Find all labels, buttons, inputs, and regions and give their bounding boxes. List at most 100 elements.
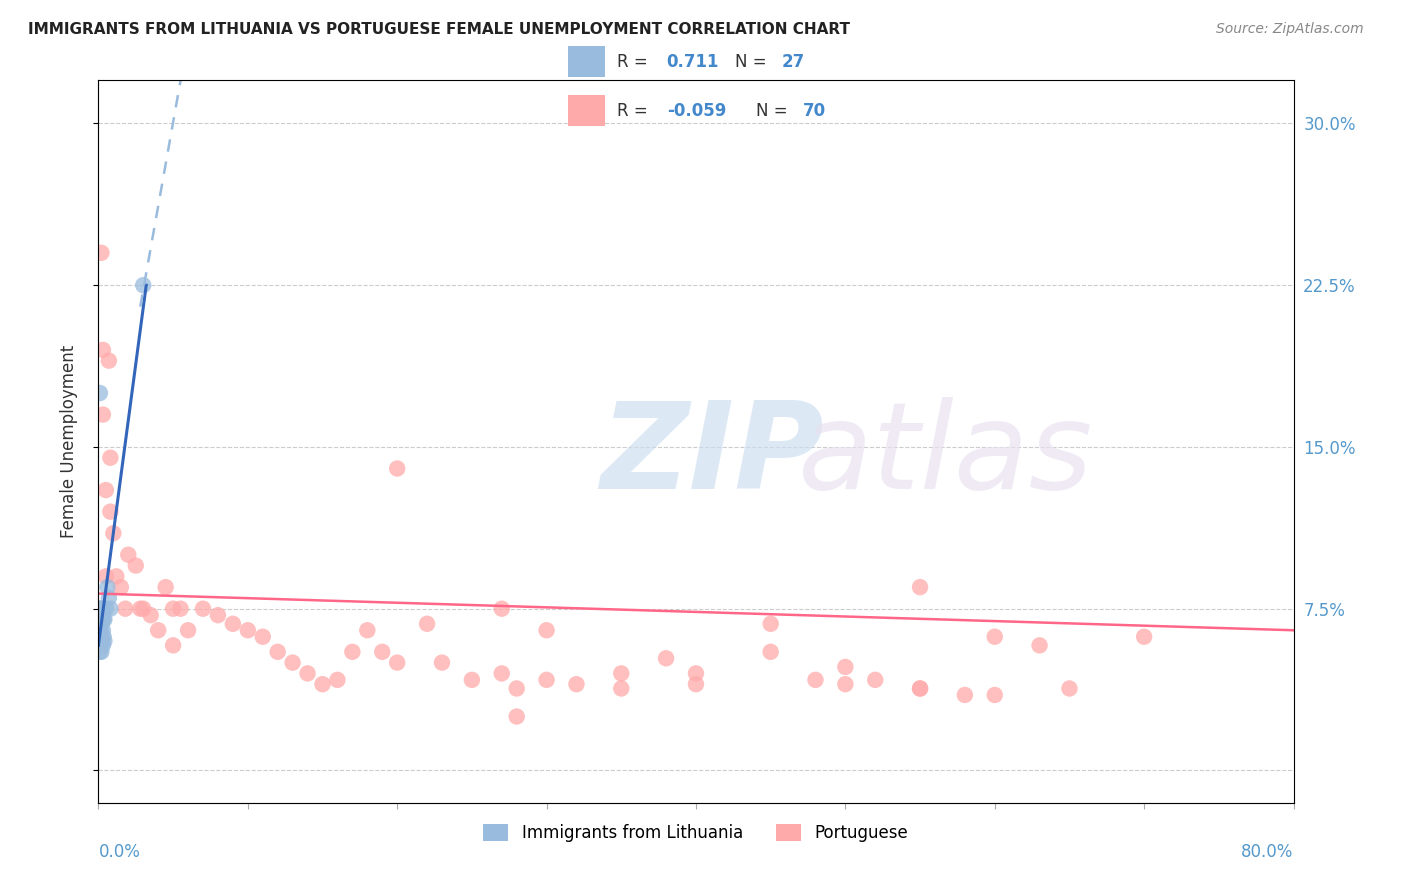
Text: N =: N = [756,102,787,120]
Point [91,601,114,615]
Point [96,580,118,594]
Point [984,688,1007,702]
Point [90,608,112,623]
Point [129,601,152,615]
Point [908,681,931,696]
Point [97,591,120,605]
Point [98,601,122,615]
Point [416,616,439,631]
Point [148,624,170,638]
Point [90,245,112,260]
Point [610,666,633,681]
Text: Source: ZipAtlas.com: Source: ZipAtlas.com [1216,22,1364,37]
Point [97,353,120,368]
Point [655,651,678,665]
Text: 80.0%: 80.0% [1241,843,1294,861]
Point [311,677,333,691]
Text: 70: 70 [803,102,825,120]
Point [491,666,513,681]
Point [536,624,558,638]
Text: N =: N = [735,53,766,70]
Point [908,681,931,696]
Point [91,638,114,652]
Point [93,612,115,626]
Point [506,681,529,696]
Point [90,624,112,638]
Point [125,558,148,573]
Text: ZIP: ZIP [600,398,824,515]
Point [103,526,125,541]
Point [491,601,513,615]
Point [105,569,128,583]
Point [953,688,976,702]
Point [93,634,115,648]
Text: 27: 27 [782,53,804,70]
Point [155,580,177,594]
Point [90,612,112,626]
Point [91,612,114,626]
Bar [568,45,605,77]
Text: IMMIGRANTS FROM LITHUANIA VS PORTUGUESE FEMALE UNEMPLOYMENT CORRELATION CHART: IMMIGRANTS FROM LITHUANIA VS PORTUGUESE … [28,22,851,37]
Point [91,634,114,648]
Point [834,660,856,674]
Point [132,278,155,293]
Point [865,673,887,687]
Point [94,569,117,583]
Point [834,677,856,691]
Point [342,645,364,659]
Point [91,624,114,638]
Point [90,616,112,631]
Point [89,630,111,644]
Point [536,673,558,687]
Point [177,624,200,638]
Point [236,624,259,638]
Point [356,624,378,638]
Point [430,656,453,670]
Point [565,677,588,691]
Legend: Immigrants from Lithuania, Portuguese: Immigrants from Lithuania, Portuguese [477,817,915,848]
Point [89,601,111,615]
Point [222,616,245,631]
Point [91,408,114,422]
Point [207,608,229,623]
Point [371,645,394,659]
Point [191,601,214,615]
Point [162,638,184,652]
Point [685,677,707,691]
Point [114,601,136,615]
Point [132,601,155,615]
Point [110,580,132,594]
Point [162,601,184,615]
Point [281,656,304,670]
Y-axis label: Female Unemployment: Female Unemployment [59,345,77,538]
Point [94,483,117,497]
Point [98,505,122,519]
Point [385,461,409,475]
Point [94,601,117,615]
Text: atlas: atlas [797,398,1092,515]
Point [93,630,115,644]
Text: R =: R = [617,53,648,70]
Point [98,450,122,465]
Point [89,386,111,401]
Point [326,673,349,687]
Point [984,630,1007,644]
Point [90,645,112,659]
Text: -0.059: -0.059 [666,102,725,120]
Point [91,608,114,623]
Point [89,612,111,626]
Point [89,616,111,631]
Point [252,630,274,644]
Point [89,601,111,615]
Text: 0.711: 0.711 [666,53,720,70]
Point [169,601,191,615]
Point [759,645,782,659]
Point [90,601,112,615]
Point [93,612,115,626]
Text: 0.0%: 0.0% [98,843,141,861]
Point [506,709,529,723]
Point [1059,681,1081,696]
Point [610,681,633,696]
Bar [568,95,605,126]
Point [1028,638,1050,652]
